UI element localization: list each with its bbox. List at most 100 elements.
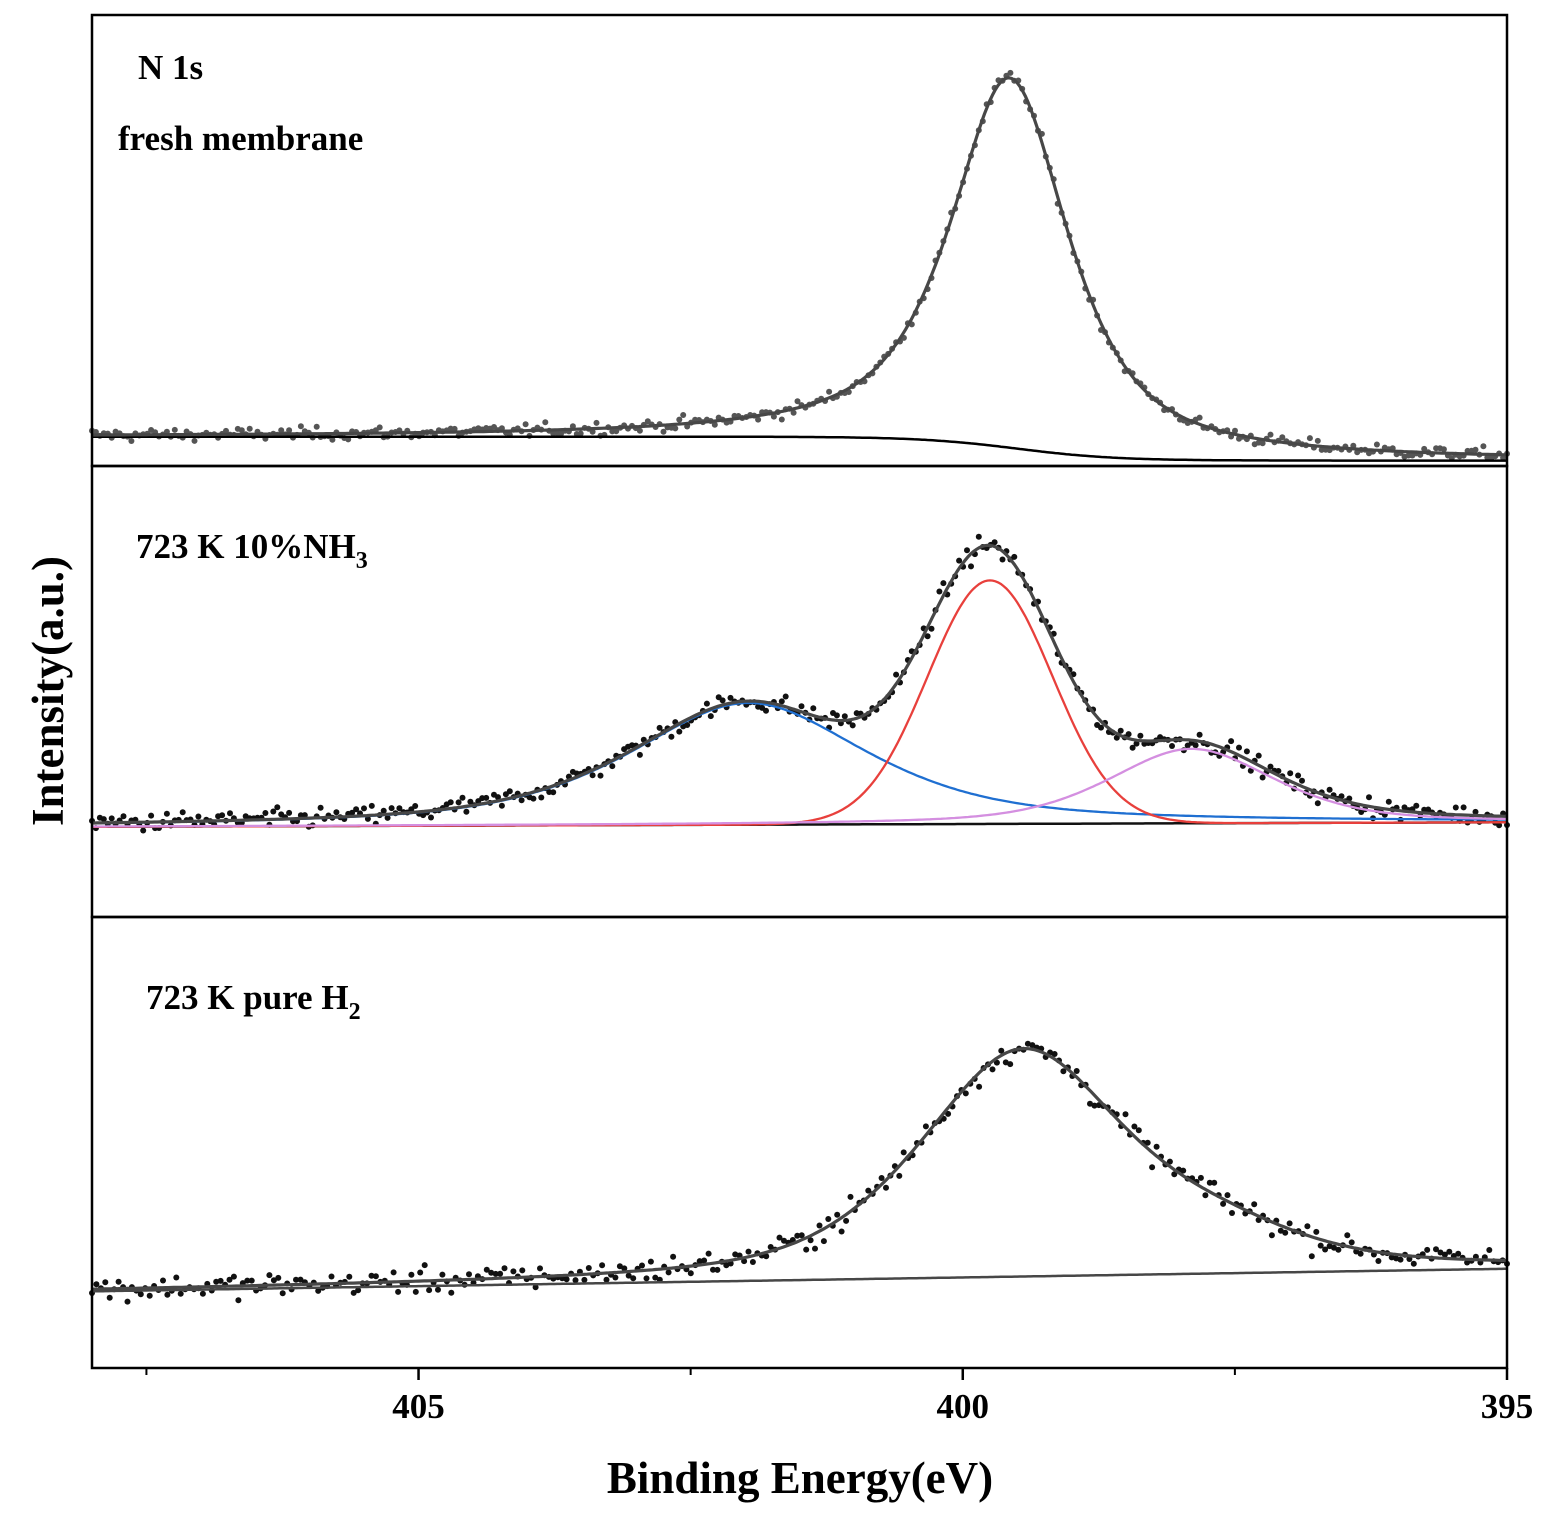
data-point: [1366, 794, 1372, 801]
data-point: [1251, 1201, 1258, 1208]
data-point: [812, 1245, 818, 1252]
data-point: [353, 806, 360, 813]
data-point: [794, 1232, 801, 1239]
data-point: [1255, 752, 1262, 759]
data-point: [924, 633, 931, 640]
data-point: [1322, 1246, 1329, 1253]
label-subscript: 3: [356, 548, 368, 574]
data-point: [701, 1257, 708, 1264]
data-point: [656, 724, 663, 731]
panel-frame-bottom: [90, 915, 1509, 1370]
data-point: [395, 1288, 402, 1295]
data-point: [956, 557, 963, 564]
data-point: [1228, 738, 1235, 745]
data-point: [173, 1274, 180, 1281]
data-point: [1211, 1179, 1218, 1186]
data-point: [585, 1265, 592, 1271]
data-point: [466, 1271, 472, 1278]
data-point: [1480, 443, 1487, 450]
data-point: [1180, 1167, 1187, 1174]
data-point: [1131, 1123, 1138, 1130]
data-point: [707, 713, 714, 720]
data-point: [333, 809, 340, 816]
data-point: [530, 795, 537, 802]
data-point: [625, 1272, 632, 1279]
data-point: [1397, 1256, 1404, 1263]
data-point: [755, 416, 762, 423]
fit-component-1-nh3: [91, 701, 1507, 825]
data-point: [1073, 1068, 1080, 1074]
data-point: [235, 1297, 242, 1304]
data-point: [999, 556, 1006, 563]
data-point: [705, 1250, 712, 1257]
data-point: [313, 423, 320, 430]
data-point: [968, 563, 974, 570]
data-point: [1299, 777, 1305, 784]
data-point: [1314, 437, 1321, 444]
data-point: [745, 1248, 752, 1255]
data-point: [463, 808, 470, 815]
data-point: [146, 1292, 153, 1299]
data-point: [297, 423, 304, 430]
label-text: 723 K pure H: [146, 978, 349, 1017]
data-point: [714, 1266, 721, 1273]
panel-label-h2: 723 K pure H2: [146, 978, 361, 1025]
data-point: [1472, 446, 1479, 453]
data-point: [896, 1172, 903, 1179]
data-point: [448, 1289, 455, 1296]
data-point: [384, 814, 391, 821]
data-point: [1313, 1228, 1320, 1235]
data-point: [120, 813, 127, 820]
data-point: [160, 1277, 166, 1284]
data-point: [315, 1287, 322, 1294]
data-point: [199, 1290, 206, 1297]
data-point: [621, 1265, 628, 1272]
data-point: [975, 533, 982, 540]
data-point: [102, 1279, 109, 1286]
data-point: [230, 1273, 237, 1280]
data-point: [1113, 734, 1120, 741]
data-point: [825, 1216, 832, 1222]
data-point: [278, 427, 285, 434]
data-point: [163, 810, 170, 817]
data-point: [989, 1066, 996, 1073]
data-point: [227, 810, 233, 817]
data-point: [550, 789, 557, 796]
data-point: [1202, 1192, 1209, 1199]
data-point: [532, 1284, 539, 1291]
data-point: [1326, 786, 1333, 793]
data-point: [807, 1237, 814, 1244]
data-point: [609, 763, 616, 770]
data-point: [727, 694, 734, 701]
fit-component-3-nh3: [92, 747, 1508, 828]
data-point: [630, 1275, 637, 1282]
data-point: [1460, 804, 1467, 811]
x-tick-label-405: 405: [392, 1387, 445, 1426]
data-point: [1236, 744, 1242, 751]
data-point: [1413, 802, 1420, 809]
data-point: [380, 807, 387, 814]
background-line-h2: [92, 1267, 1507, 1293]
data-point: [317, 804, 324, 811]
data-point: [849, 722, 856, 729]
data-point: [1229, 1210, 1235, 1216]
data-point: [426, 1287, 433, 1294]
data-point: [636, 751, 643, 758]
label-text: 723 K 10%NH: [136, 527, 356, 566]
data-point: [217, 1277, 224, 1284]
data-point: [428, 814, 434, 821]
data-point: [1373, 441, 1380, 448]
data-point: [684, 722, 691, 728]
data-point: [115, 1278, 122, 1285]
data-point: [1196, 731, 1203, 738]
data-point: [492, 1270, 499, 1277]
plot-area-h2: [89, 1040, 1510, 1305]
data-point: [483, 1266, 490, 1273]
data-point: [372, 1273, 379, 1280]
data-point: [589, 772, 596, 779]
data-point: [219, 812, 226, 819]
y-axis-title: Intensity(a.u.): [23, 556, 73, 826]
data-point: [843, 1217, 850, 1224]
data-point: [1338, 793, 1345, 800]
data-point: [1259, 440, 1266, 447]
